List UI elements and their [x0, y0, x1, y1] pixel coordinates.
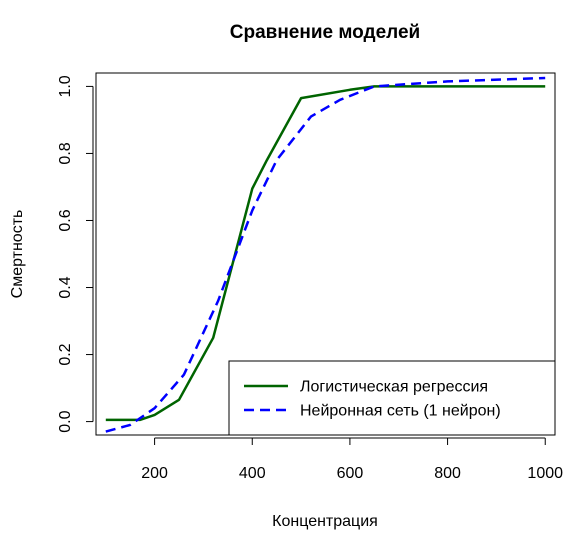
y-tick-label: 1.0 [57, 75, 74, 97]
series-line-2 [105, 76, 546, 433]
y-axis: 0.0 0.2 0.4 0.6 0.8 1.0 [57, 75, 94, 433]
y-tick-label: 0.4 [57, 276, 74, 298]
x-axis-label: Концентрация [272, 513, 378, 530]
chart-title: Сравнение моделей [230, 22, 420, 43]
x-tick-label: 1000 [527, 465, 563, 482]
legend-label-1: Логистическая регрессия [300, 379, 488, 396]
y-axis-label: Смертность [9, 210, 26, 299]
series-layer [105, 76, 546, 433]
y-tick-label: 0.6 [57, 209, 74, 231]
legend: Логистическая регрессия Нейронная сеть (1… [228, 360, 556, 436]
y-tick-label: 0.8 [57, 142, 74, 164]
y-tick-label: 0.2 [57, 343, 74, 365]
legend-box [228, 360, 556, 436]
y-tick-label: 0.0 [57, 410, 74, 432]
x-tick-label: 400 [239, 465, 266, 482]
legend-label-2: Нейронная сеть (1 нейрон) [300, 403, 501, 420]
x-tick-label: 600 [337, 465, 364, 482]
x-tick-label: 200 [141, 465, 168, 482]
x-tick-label: 800 [434, 465, 461, 482]
series-line-1 [105, 85, 546, 422]
x-axis: 200 400 600 800 1000 [141, 437, 563, 482]
